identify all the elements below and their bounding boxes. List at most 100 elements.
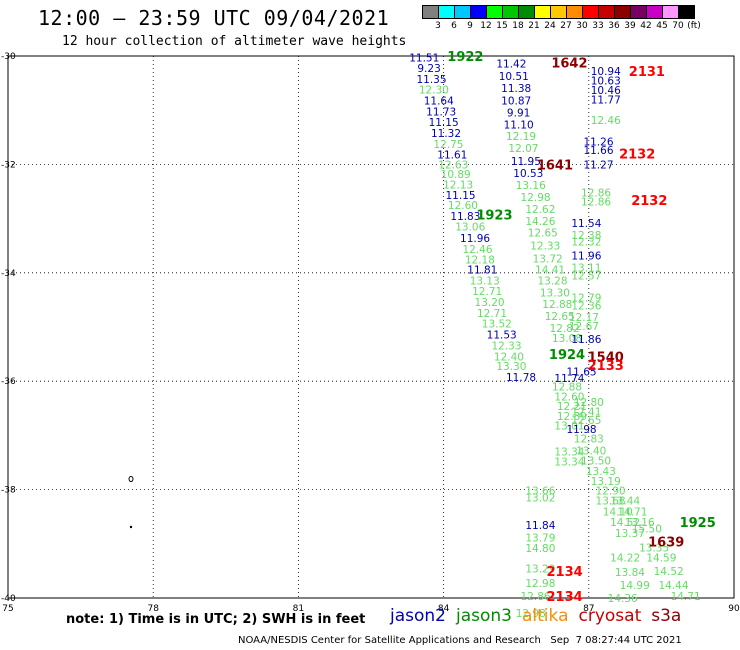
satellite-name: cryosat <box>578 606 642 626</box>
wave-height-value: 12.65 <box>571 415 601 427</box>
wave-height-value: 12.89 <box>557 411 587 423</box>
wave-height-value: 13.11 <box>571 262 601 274</box>
wave-height-value: 12.33 <box>491 340 521 352</box>
wave-height-value: 12.21 <box>557 401 587 413</box>
wave-height-value: 13.66 <box>525 486 555 498</box>
wave-height-value: 14.59 <box>646 552 676 564</box>
wave-height-value: 12.60 <box>448 200 478 212</box>
wave-height-value: 11.54 <box>571 218 601 230</box>
wave-height-value: 14.22 <box>610 552 640 564</box>
legend-label: 27 <box>560 21 572 31</box>
wave-height-value: 12.79 <box>571 293 601 305</box>
wave-height-value: 10.53 <box>513 168 543 180</box>
wave-height-value: 9.23 <box>417 63 440 75</box>
wave-height-value: 11.86 <box>571 334 601 346</box>
pass-time-label: 1924 <box>549 348 585 363</box>
map-frame <box>7 55 735 599</box>
wave-height-value: 10.63 <box>591 75 621 87</box>
wave-height-value: 12.83 <box>574 434 604 446</box>
satellite-legend: jason2 jason3 altika cryosat s3a <box>390 606 691 626</box>
wave-height-value: 13.20 <box>475 297 505 309</box>
wave-height-value: 12.88 <box>552 382 582 394</box>
legend-label: 21 <box>528 21 540 31</box>
x-tick-label: 90 <box>728 604 740 614</box>
x-tick-label: 78 <box>147 604 159 614</box>
pass-time-label: 1540 <box>588 350 624 365</box>
wave-height-value: 13.02 <box>525 493 555 505</box>
legend-label: 42 <box>640 21 652 31</box>
wave-height-value: 12.62 <box>525 204 555 216</box>
y-tick-label: -34 <box>1 269 16 279</box>
legend-label: 45 <box>656 21 668 31</box>
wave-height-value: 11.73 <box>426 106 456 118</box>
wave-height-value: 11.96 <box>571 250 601 262</box>
wave-height-value: 13.29 <box>525 564 555 576</box>
wave-height-value: 11.32 <box>431 128 461 140</box>
wave-height-value: 11.42 <box>496 59 526 71</box>
legend-label: 70 <box>672 21 684 31</box>
wave-height-value: 11.65 <box>567 366 597 378</box>
wave-height-value: 12.98 <box>525 578 555 590</box>
satellite-name: jason3 <box>456 606 512 626</box>
pass-time-label: 2134 <box>547 565 583 580</box>
wave-height-value: 11.83 <box>450 211 480 223</box>
pass-time-label: 1922 <box>447 50 483 65</box>
page-title: 12:00 – 23:59 UTC 09/04/2021 <box>38 6 390 30</box>
wave-height-value: 12.17 <box>569 312 599 324</box>
x-tick-label: 75 <box>2 604 13 614</box>
legend-label: (ft) <box>687 21 701 31</box>
wave-height-value: 12.71 <box>477 308 507 320</box>
wave-height-value: 12.71 <box>472 286 502 298</box>
wave-height-value: 13.43 <box>586 466 616 478</box>
wave-height-value: 13.16 <box>516 180 546 192</box>
legend-label: 24 <box>544 21 556 31</box>
map-grid <box>8 56 734 598</box>
wave-height-value: 13.50 <box>581 455 611 467</box>
wave-height-value: 13.19 <box>591 476 621 488</box>
wave-height-value: 13.72 <box>533 254 563 266</box>
wave-height-value: 10.51 <box>499 71 529 83</box>
wave-height-value: 14.71 <box>617 506 647 518</box>
wave-height-value: 12.86 <box>521 591 551 603</box>
legend-color-bar <box>422 5 695 19</box>
wave-height-value: 12.13 <box>443 179 473 191</box>
wave-height-observations: 11.519.2311.3512.3011.6411.7311.1511.321… <box>409 53 700 621</box>
pass-time-label: 2133 <box>588 359 624 374</box>
wave-height-value: 13.13 <box>470 275 500 287</box>
wave-height-value: 11.78 <box>506 372 536 384</box>
legend-label: 30 <box>576 21 588 31</box>
wave-height-value: 12.32 <box>571 236 601 248</box>
footer-timestamp: Sep 7 08:27:44 UTC 2021 <box>550 635 682 646</box>
wave-height-value: 14.10 <box>603 506 633 518</box>
legend-label: 33 <box>592 21 604 31</box>
wave-height-value: 13.44 <box>610 495 640 507</box>
wave-height-value: 12.86 <box>581 196 611 208</box>
island-outline <box>128 476 134 529</box>
pass-time-label: 2131 <box>629 65 665 80</box>
wave-height-value: 11.27 <box>583 159 613 171</box>
wave-height-value: 11.35 <box>416 74 446 86</box>
wave-height-value: 14.52 <box>610 517 640 529</box>
satellite-name: altika <box>522 606 569 626</box>
wave-height-value: 12.75 <box>433 139 463 151</box>
legend-labels: 3 6 9 12 15 18 21 24 27 30 33 36 39 42 45 70 (ft) <box>422 19 701 33</box>
wave-height-value: 12.30 <box>419 85 449 97</box>
wave-height-value: 13.68 <box>596 495 626 507</box>
legend-label: 9 <box>467 21 473 31</box>
wave-height-value: 13.52 <box>482 319 512 331</box>
wave-height-value: 12.19 <box>506 131 536 143</box>
legend-swatch <box>678 5 695 19</box>
wave-height-value: 13.30 <box>496 361 526 373</box>
legend-label: 3 <box>435 21 441 31</box>
wave-height-value: 12.41 <box>571 407 601 419</box>
wave-height-value: 13.35 <box>639 543 669 555</box>
wave-height-value: 11.96 <box>460 233 490 245</box>
satellite-name: jason2 <box>390 606 446 626</box>
wave-height-value: 12.65 <box>528 228 558 240</box>
pass-time-label: 1925 <box>680 516 716 531</box>
satellite-name: s3a <box>651 606 682 626</box>
pass-time-label: 2132 <box>619 148 655 163</box>
wave-height-value: 15.50 <box>632 524 662 536</box>
wave-height-value: 12.40 <box>494 351 524 363</box>
